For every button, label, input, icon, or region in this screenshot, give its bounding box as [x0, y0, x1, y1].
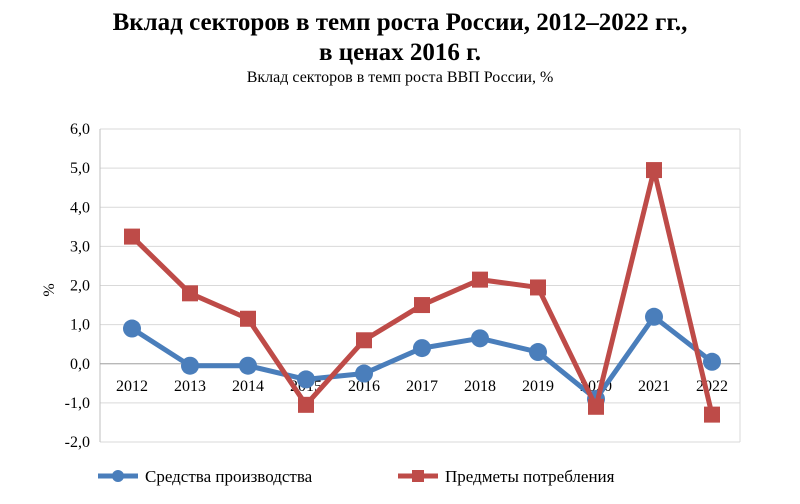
legend-item: Предметы потребления	[398, 467, 615, 486]
data-point	[298, 396, 314, 413]
chart-title-line-1: Вклад секторов в темп роста России, 2012…	[112, 9, 688, 36]
legend-label: Предметы потребления	[445, 467, 615, 486]
x-tick-label: 2013	[174, 378, 206, 395]
data-point	[414, 297, 430, 314]
data-point	[413, 339, 431, 358]
data-point	[704, 406, 720, 423]
legend-marker	[112, 470, 124, 482]
data-point	[355, 364, 373, 383]
legend-marker	[412, 470, 424, 482]
x-tick-label: 2018	[464, 378, 496, 395]
chart-title-line-2: в ценах 2016 г.	[319, 39, 481, 66]
data-point	[472, 271, 488, 288]
series-2	[124, 162, 720, 423]
x-tick-label: 2012	[116, 378, 148, 395]
series-lines	[123, 162, 721, 423]
data-point	[530, 279, 546, 296]
data-point	[239, 356, 257, 375]
y-tick-label: 5,0	[70, 160, 90, 177]
data-point	[297, 370, 315, 389]
data-point	[645, 307, 663, 326]
y-tick-labels: -2,0 -1,0 0,0 1,0 2,0 3,0 4,0 5,0 6,0	[65, 121, 90, 451]
data-point	[123, 319, 141, 338]
x-tick-label: 2022	[696, 378, 728, 395]
y-tick-label: 4,0	[70, 199, 90, 216]
x-tick-label: 2019	[522, 378, 554, 395]
chart-title-block: Вклад секторов в темп роста России, 2012…	[0, 8, 800, 88]
data-point	[181, 356, 199, 375]
chart-subtitle: Вклад секторов в темп роста ВВП России, …	[246, 69, 554, 86]
data-point	[646, 162, 662, 179]
y-tick-label: 1,0	[70, 317, 90, 334]
series-1	[123, 307, 721, 408]
y-tick-label: 6,0	[70, 121, 90, 138]
y-tick-label: 0,0	[70, 356, 90, 373]
y-tick-label: -1,0	[65, 395, 90, 412]
x-tick-label: 2014	[232, 378, 264, 395]
data-point	[356, 332, 372, 349]
x-tick-label: 2021	[638, 378, 670, 395]
y-tick-label: 2,0	[70, 278, 90, 295]
y-axis-label: %	[41, 283, 58, 296]
data-point	[182, 285, 198, 302]
x-tick-label: 2016	[348, 378, 380, 395]
data-point	[703, 352, 721, 371]
legend: Средства производства Предметы потреблени…	[98, 467, 615, 486]
data-point	[471, 329, 489, 348]
x-tick-labels: 2012201320142015201620172018201920202021…	[116, 378, 728, 395]
data-point	[124, 228, 140, 245]
data-point	[240, 310, 256, 327]
y-tick-label: -2,0	[65, 434, 90, 451]
legend-label: Средства производства	[145, 467, 313, 486]
legend-item: Средства производства	[98, 467, 313, 486]
data-point	[588, 398, 604, 415]
x-tick-label: 2017	[406, 378, 438, 395]
y-tick-label: 3,0	[70, 238, 90, 255]
data-point	[529, 343, 547, 362]
